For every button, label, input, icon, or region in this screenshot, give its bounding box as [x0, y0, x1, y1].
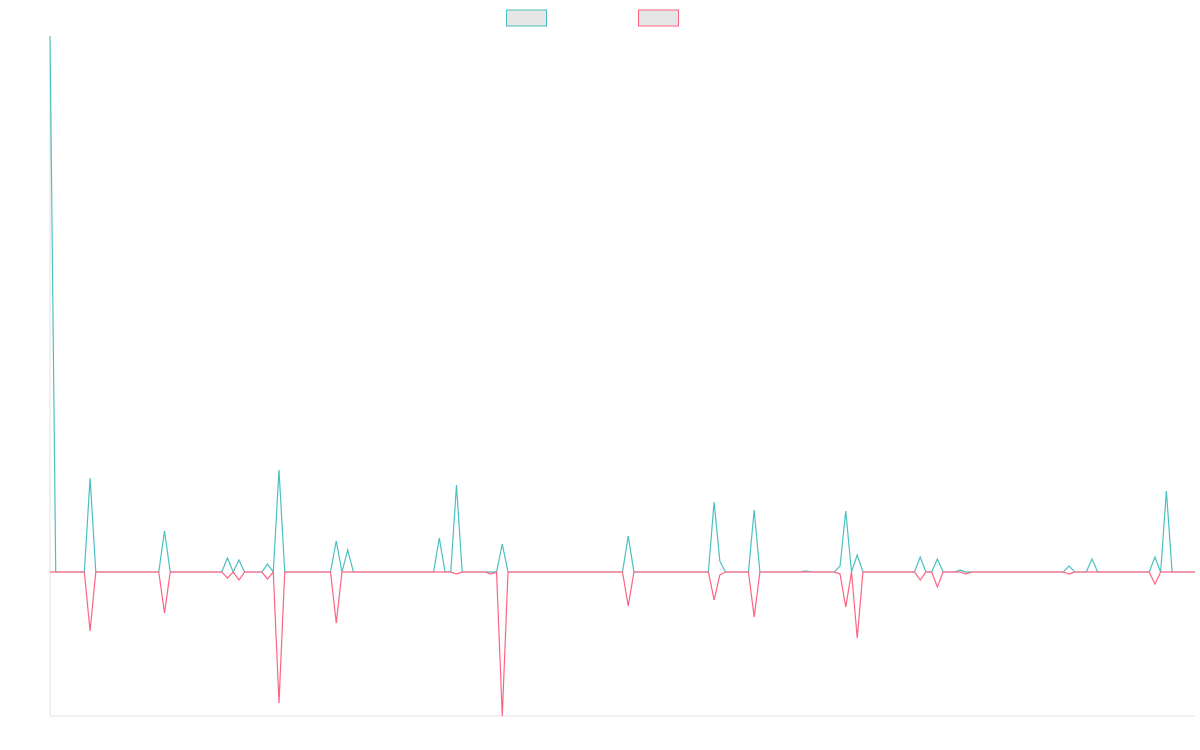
legend-swatch[interactable] — [506, 9, 547, 27]
line-series — [49, 35, 1195, 574]
line-series — [50, 570, 1195, 717]
legend-swatch[interactable] — [638, 9, 679, 27]
